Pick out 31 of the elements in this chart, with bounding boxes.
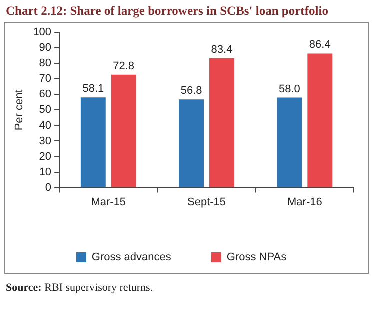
data-label: 86.4 [309, 39, 331, 52]
x-tick-label: Sept-15 [188, 196, 226, 208]
y-tick-label: 100 [33, 26, 52, 39]
legend-label: Gross NPAs [226, 252, 288, 264]
bar [111, 74, 136, 188]
y-tick-label: 60 [39, 88, 52, 101]
y-tick-label: 80 [39, 58, 52, 70]
y-tick-label: 90 [39, 42, 52, 54]
bar [80, 98, 106, 188]
x-tick-label: Mar-15 [91, 196, 126, 208]
bar [179, 100, 204, 188]
legend-label: Gross advances [92, 252, 172, 264]
y-tick-label: 70 [39, 73, 52, 86]
bar [210, 58, 234, 188]
chart-title: Chart 2.12: Share of large borrowers in SCBs' loan portfolio [5, 3, 330, 20]
y-tick-label: 20 [39, 150, 52, 163]
source-note: Source: RBI supervisory returns. [6, 282, 154, 294]
y-axis-title: Per cent [14, 90, 26, 131]
y-tick-label: 40 [39, 120, 52, 132]
bar [277, 98, 302, 188]
data-label: 72.8 [113, 60, 135, 72]
y-tick-label: 30 [39, 135, 52, 148]
data-label: 56.8 [180, 85, 202, 98]
data-label: 58.0 [279, 83, 300, 96]
y-tick-label: 0 [45, 182, 52, 194]
y-tick-label: 50 [39, 104, 52, 116]
x-tick-label: Mar-16 [288, 196, 322, 208]
y-tick-label: 10 [39, 166, 52, 178]
data-label: 83.4 [211, 44, 233, 56]
bar [308, 54, 333, 188]
data-label: 58.1 [82, 83, 104, 96]
